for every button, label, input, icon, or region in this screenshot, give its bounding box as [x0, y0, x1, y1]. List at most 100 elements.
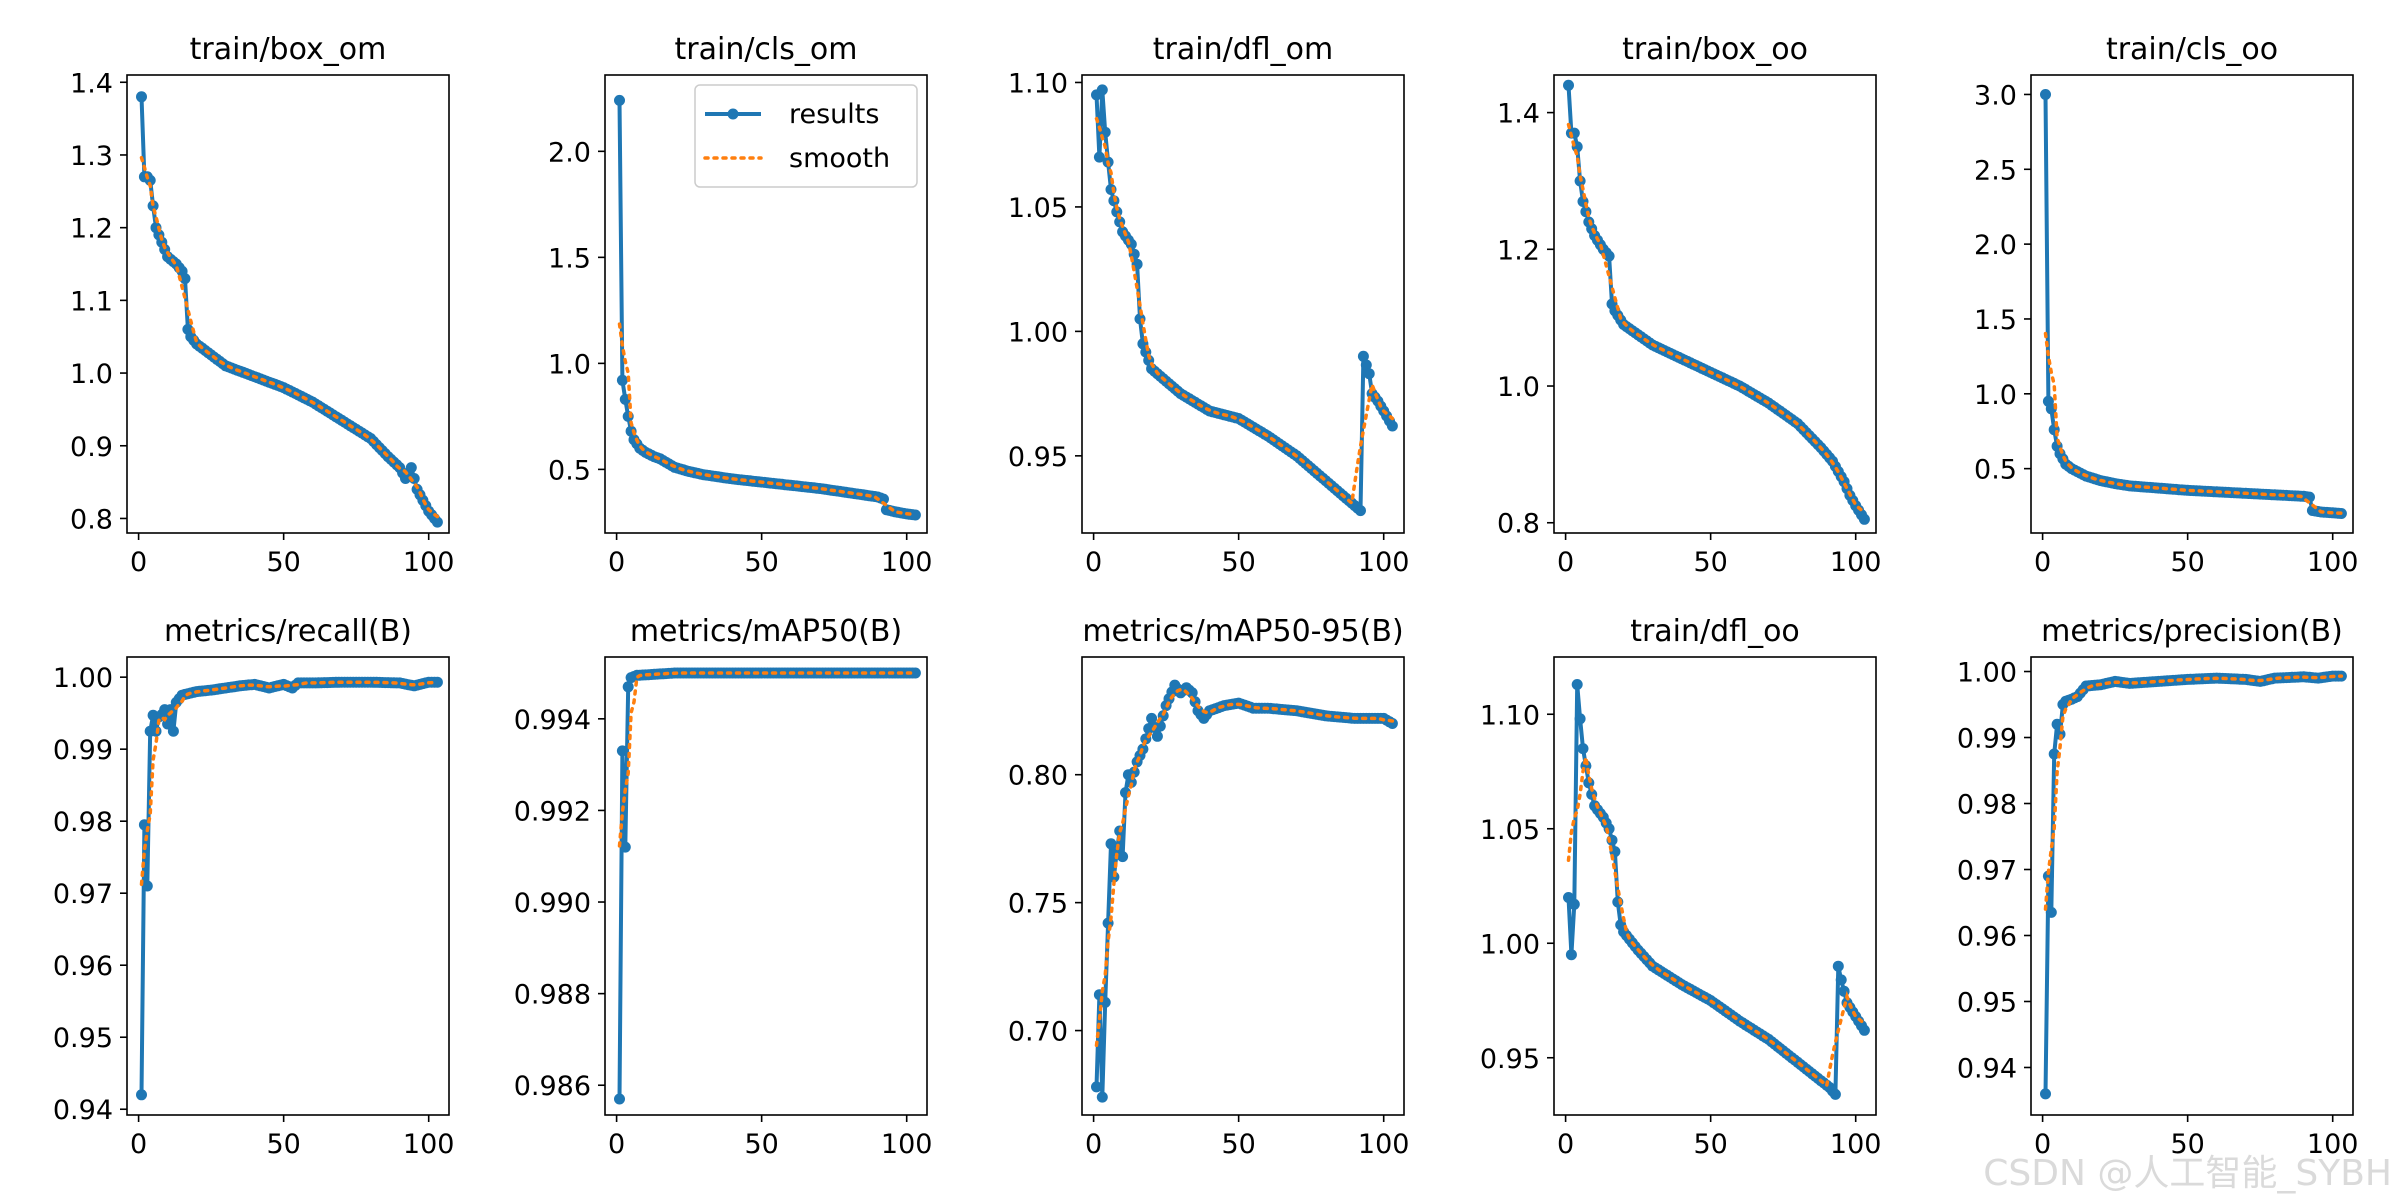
- train-box-om-ytick-label: 1.4: [70, 68, 113, 99]
- metrics-map50-95-b-axes-frame: [1081, 656, 1405, 1116]
- metrics-precision-b-axes-frame: [2030, 656, 2354, 1116]
- train-cls-oo-results-line: [2043, 94, 2342, 516]
- metrics-precision-b-results-line: [2043, 674, 2342, 1094]
- train-cls-om-title: train/cls_om: [675, 32, 858, 67]
- metrics-map50-95-b-results-point: [1151, 730, 1163, 742]
- metrics-map50-95-b-results-point: [1105, 838, 1117, 850]
- train-cls-oo-ytick-label: 2.0: [1974, 230, 2017, 261]
- metrics-recall-b-results-line: [139, 680, 438, 1095]
- metrics-map50-b-ytick-label: 0.986: [514, 1071, 591, 1102]
- metrics-map50-b-xtick-label: 0: [608, 1129, 625, 1160]
- metrics-precision-b-results-point: [2051, 718, 2063, 730]
- metrics-precision-b-results-point: [2045, 906, 2057, 918]
- train-cls-oo-xtick-label: 100: [2307, 547, 2359, 578]
- train-box-oo-results-point: [1563, 79, 1574, 91]
- metrics-recall-b-ytick-label: 0.95: [53, 1023, 113, 1054]
- subplot-train-dfl-oo: train/dfl_oo 0.95 1.00 1.05 1.10 0 50 100: [1480, 614, 1882, 1160]
- train-box-om-axes-frame: [126, 74, 450, 534]
- train-dfl-om-axes-frame: [1081, 74, 1405, 534]
- train-cls-om-ytick-label: 1.0: [548, 349, 591, 380]
- metrics-recall-b-results-point: [431, 676, 443, 688]
- subplot-train-box-om: train/box_om 0.8 0.9 1.0 1.1 1.2 1.3 1.4 0 50 100: [70, 32, 454, 578]
- metrics-precision-b-ytick-label: 1.00: [1957, 658, 2017, 689]
- train-box-oo-plot-area: [1563, 79, 1870, 525]
- subplot-train-dfl-om: train/dfl_om 0.95 1.00 1.05 1.10 0 50 100: [1008, 32, 1410, 578]
- metrics-map50-95-b-xtick-label: 0: [1085, 1129, 1102, 1160]
- subplot-metrics-precision-b: metrics/precision(B) 0.94 0.95 0.96 0.97 0.98…: [1957, 614, 2359, 1160]
- train-box-om-results-point: [136, 91, 147, 103]
- train-dfl-oo-plot-area: [1563, 679, 1870, 1100]
- metrics-map50-95-b-ytick-label: 0.80: [1008, 761, 1068, 792]
- metrics-recall-b-ytick-label: 1.00: [53, 663, 113, 694]
- train-box-om-plot-area: [136, 91, 443, 528]
- train-dfl-om-results-point: [1386, 420, 1398, 432]
- metrics-map50-b-xtick-label: 50: [744, 1129, 778, 1160]
- subplot-metrics-recall-b: metrics/recall(B) 0.94 0.95 0.96 0.97 0.98 0.9…: [53, 614, 455, 1160]
- metrics-recall-b-xtick-label: 100: [403, 1129, 455, 1160]
- legend: results smooth: [694, 84, 918, 188]
- metrics-precision-b-ytick-label: 0.98: [1957, 790, 2017, 821]
- train-dfl-om-smooth-line: [1094, 116, 1395, 507]
- train-box-oo-xtick-label: 100: [1830, 547, 1882, 578]
- train-dfl-om-results-point: [1360, 359, 1372, 371]
- train-box-oo-xtick-label: 0: [1557, 547, 1574, 578]
- train-box-om-results-point: [179, 273, 191, 285]
- train-cls-om-xtick-label: 100: [881, 547, 933, 578]
- train-cls-oo-results-point: [2040, 89, 2051, 100]
- train-dfl-om-results-point: [1093, 151, 1105, 163]
- train-dfl-oo-results-point: [1577, 743, 1589, 755]
- train-dfl-oo-xtick-label: 100: [1830, 1129, 1882, 1160]
- metrics-precision-b-ytick-label: 0.94: [1957, 1053, 2017, 1084]
- metrics-map50-95-b-results-point: [1096, 1091, 1108, 1103]
- metrics-recall-b-results-point: [136, 1089, 147, 1101]
- metrics-map50-b-results-point: [619, 841, 631, 853]
- train-cls-om-ytick-label: 1.5: [548, 243, 591, 274]
- train-cls-oo-ytick-label: 3.0: [1974, 80, 2017, 111]
- train-dfl-om-xtick-label: 0: [1085, 547, 1102, 578]
- metrics-map50-95-b-xtick-label: 100: [1358, 1129, 1410, 1160]
- train-dfl-oo-xtick-label: 50: [1693, 1129, 1727, 1160]
- train-box-oo-results-point: [1858, 513, 1870, 525]
- train-box-om-xtick-label: 0: [130, 547, 147, 578]
- train-dfl-om-xtick-label: 100: [1358, 547, 1410, 578]
- train-box-om-xtick-label: 100: [403, 547, 455, 578]
- metrics-map50-95-b-results-point: [1128, 766, 1140, 778]
- metrics-map50-95-b-xtick-label: 50: [1221, 1129, 1255, 1160]
- train-dfl-om-ytick-label: 1.05: [1008, 193, 1068, 224]
- train-dfl-oo-results-point: [1858, 1024, 1870, 1036]
- train-cls-oo-ytick-label: 0.5: [1974, 455, 2017, 486]
- train-dfl-om-results-point: [1363, 368, 1375, 380]
- metrics-map50-95-b-smooth-line: [1094, 687, 1395, 1048]
- train-dfl-om-xtick-label: 50: [1221, 547, 1255, 578]
- metrics-map50-b-smooth-line: [617, 671, 918, 848]
- metrics-precision-b-ytick-label: 0.97: [1957, 856, 2017, 887]
- train-box-om-smooth-line: [139, 155, 440, 519]
- metrics-recall-b-ytick-label: 0.94: [53, 1095, 113, 1126]
- metrics-map50-95-b-results-point: [1117, 851, 1129, 863]
- train-dfl-oo-title: train/dfl_oo: [1630, 614, 1800, 649]
- train-cls-oo-title: train/cls_oo: [2106, 32, 2278, 67]
- metrics-precision-b-results-point: [2042, 870, 2054, 882]
- legend-box: [694, 84, 918, 188]
- metrics-map50-95-b-results-point: [1091, 1081, 1102, 1093]
- train-dfl-oo-axes-frame: [1553, 656, 1877, 1116]
- train-dfl-om-ytick-label: 1.10: [1008, 68, 1068, 99]
- train-dfl-om-results-point: [1355, 505, 1366, 517]
- metrics-precision-b-xtick-label: 0: [2034, 1129, 2051, 1160]
- metrics-map50-b-results-point: [614, 1093, 625, 1105]
- train-box-om-xtick-label: 50: [266, 547, 300, 578]
- subplot-metrics-map50-b: metrics/mAP50(B) 0.986 0.988 0.990 0.992 0.99…: [514, 614, 933, 1160]
- train-dfl-oo-ytick-label: 1.10: [1480, 700, 1540, 731]
- metrics-precision-b-results-point: [2048, 748, 2060, 760]
- train-box-om-ytick-label: 1.0: [70, 359, 113, 390]
- metrics-map50-b-ytick-label: 0.988: [514, 980, 591, 1011]
- train-box-oo-axes-frame: [1553, 74, 1877, 534]
- metrics-map50-95-b-results-point: [1154, 720, 1166, 732]
- metrics-recall-b-ytick-label: 0.97: [53, 879, 113, 910]
- train-dfl-om-title: train/dfl_om: [1153, 32, 1333, 67]
- train-cls-om-ytick-label: 0.5: [548, 455, 591, 486]
- train-dfl-om-ytick-label: 0.95: [1008, 442, 1068, 473]
- train-cls-om-xtick-label: 50: [744, 547, 778, 578]
- train-box-om-ytick-label: 1.1: [70, 286, 113, 317]
- train-dfl-oo-ytick-label: 1.00: [1480, 929, 1540, 960]
